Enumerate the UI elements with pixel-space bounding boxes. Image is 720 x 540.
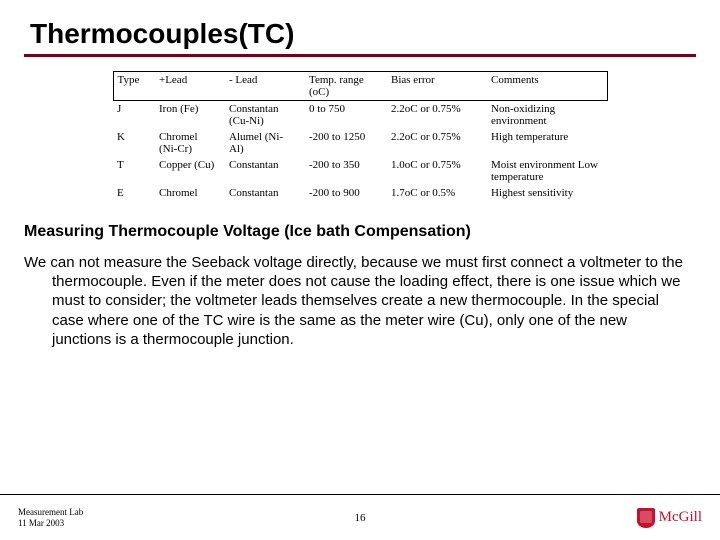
cell-comments: Moist environment Low temperature <box>487 157 607 185</box>
cell-type: E <box>113 185 155 201</box>
cell-comments: Non-oxidizing environment <box>487 101 607 130</box>
shield-icon <box>637 508 655 528</box>
cell-comments: High temperature <box>487 129 607 157</box>
brand-name: McGill <box>659 509 702 526</box>
cell-bias: 2.2oC or 0.75% <box>387 129 487 157</box>
cell-mlead: Alumel (Ni-Al) <box>225 129 305 157</box>
cell-bias: 2.2oC or 0.75% <box>387 101 487 130</box>
table-row: K Chromel (Ni-Cr) Alumel (Ni-Al) -200 to… <box>113 129 607 157</box>
thermocouple-table: Type +Lead - Lead Temp. range (oC) Bias … <box>113 71 608 201</box>
cell-plead: Chromel <box>155 185 225 201</box>
table-row: J Iron (Fe) Constantan (Cu-Ni) 0 to 750 … <box>113 101 607 130</box>
col-bias: Bias error <box>387 72 487 101</box>
cell-plead: Copper (Cu) <box>155 157 225 185</box>
cell-mlead: Constantan <box>225 157 305 185</box>
col-pos-lead: +Lead <box>155 72 225 101</box>
table-row: E Chromel Constantan -200 to 900 1.7oC o… <box>113 185 607 201</box>
cell-mlead: Constantan (Cu-Ni) <box>225 101 305 130</box>
brand-logo: McGill <box>637 508 702 528</box>
col-type: Type <box>113 72 155 101</box>
table-header-row: Type +Lead - Lead Temp. range (oC) Bias … <box>113 72 607 101</box>
cell-plead: Chromel (Ni-Cr) <box>155 129 225 157</box>
col-comments: Comments <box>487 72 607 101</box>
page-title: Thermocouples(TC) <box>24 18 696 50</box>
cell-type: K <box>113 129 155 157</box>
cell-mlead: Constantan <box>225 185 305 201</box>
page-number: 16 <box>83 512 636 524</box>
footer-date: 11 Mar 2003 <box>18 518 83 529</box>
cell-bias: 1.0oC or 0.75% <box>387 157 487 185</box>
footer-lab-name: Measurement Lab <box>18 507 83 518</box>
body-paragraph: We can not measure the Seeback voltage d… <box>24 253 684 349</box>
cell-range: -200 to 1250 <box>305 129 387 157</box>
cell-range: -200 to 900 <box>305 185 387 201</box>
cell-type: T <box>113 157 155 185</box>
cell-range: 0 to 750 <box>305 101 387 130</box>
footer-left: Measurement Lab 11 Mar 2003 <box>18 507 83 529</box>
cell-range: -200 to 350 <box>305 157 387 185</box>
cell-comments: Highest sensitivity <box>487 185 607 201</box>
title-rule <box>24 54 696 57</box>
cell-type: J <box>113 101 155 130</box>
cell-bias: 1.7oC or 0.5% <box>387 185 487 201</box>
cell-plead: Iron (Fe) <box>155 101 225 130</box>
table-row: T Copper (Cu) Constantan -200 to 350 1.0… <box>113 157 607 185</box>
col-neg-lead: - Lead <box>225 72 305 101</box>
slide-footer: Measurement Lab 11 Mar 2003 16 McGill <box>0 494 720 540</box>
col-range: Temp. range (oC) <box>305 72 387 101</box>
section-heading: Measuring Thermocouple Voltage (Ice bath… <box>24 223 696 241</box>
